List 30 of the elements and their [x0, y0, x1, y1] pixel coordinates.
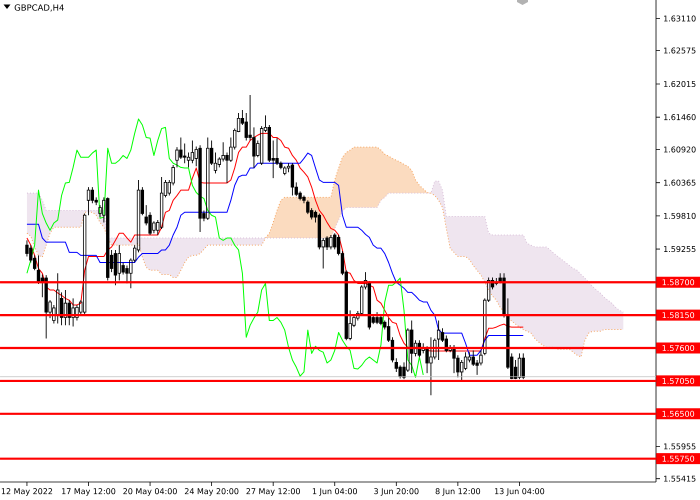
- candlestick: [325, 236, 329, 250]
- candlestick: [318, 213, 322, 250]
- candlestick: [118, 244, 121, 281]
- candlestick: [190, 140, 194, 164]
- chart-title: GBPCAD,H4: [14, 4, 64, 12]
- candlestick: [183, 143, 186, 164]
- candlestick: [410, 320, 414, 374]
- candlestick: [114, 250, 118, 286]
- candlestick: [464, 352, 468, 371]
- candlestick: [329, 234, 333, 250]
- candlestick: [252, 126, 256, 168]
- candlestick: [25, 240, 29, 257]
- candlestick: [64, 290, 68, 326]
- candlestick: [179, 137, 183, 160]
- candlestick: [214, 152, 218, 174]
- candlestick: [518, 352, 522, 380]
- candlestick: [90, 186, 94, 204]
- candlestick: [290, 162, 294, 196]
- candlestick: [71, 298, 75, 327]
- candlestick: [198, 144, 202, 232]
- candlestick: [75, 304, 79, 321]
- candlestick: [186, 152, 190, 168]
- candlestick: [44, 274, 48, 339]
- candlestick: [206, 137, 210, 220]
- candlestick: [160, 176, 164, 230]
- candlestick: [436, 320, 440, 360]
- candlestick: [148, 212, 152, 236]
- candlestick: [429, 336, 433, 396]
- candlestick: [56, 272, 60, 324]
- candlestick: [275, 138, 279, 166]
